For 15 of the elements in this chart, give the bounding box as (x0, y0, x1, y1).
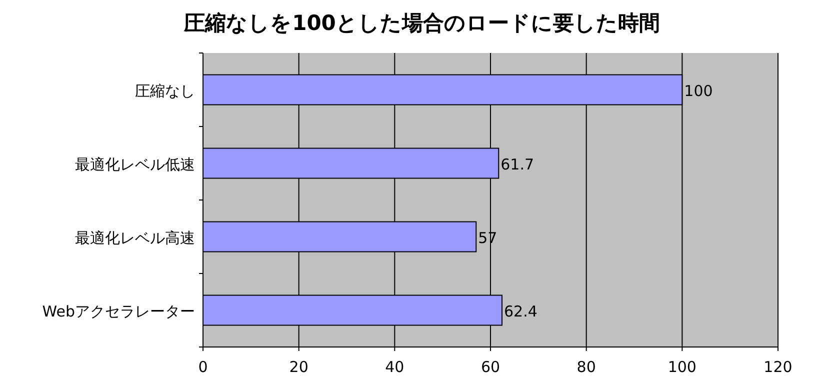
y-tick-label: 最適化レベル低速 (75, 155, 195, 174)
y-tick-label: 最適化レベル高速 (75, 228, 195, 247)
x-tick-label: 60 (480, 358, 500, 376)
data-label: 100 (684, 82, 713, 100)
data-label: 62.4 (504, 302, 538, 320)
chart-title: 圧縮なしを100とした場合のロードに要した時間 (183, 11, 660, 35)
data-label: 61.7 (500, 155, 534, 174)
y-tick-label: 圧縮なし (135, 82, 195, 100)
x-tick-label: 40 (385, 358, 404, 376)
x-tick-label: 0 (198, 358, 208, 376)
x-tick-label: 20 (289, 358, 308, 376)
y-tick-label: Webアクセラレーター (42, 302, 195, 320)
x-tick-label: 100 (668, 358, 696, 376)
x-tick-label: 80 (576, 358, 596, 376)
x-tick-label: 120 (764, 358, 792, 376)
